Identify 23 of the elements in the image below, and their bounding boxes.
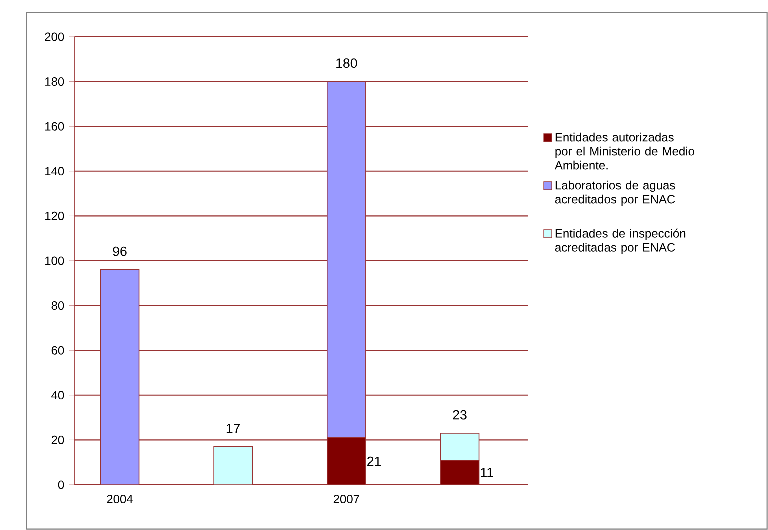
y-tick-label: 60 (52, 346, 64, 355)
y-tick-label: 80 (52, 302, 64, 310)
bar (214, 446, 253, 486)
y-tick-label: 180 (46, 78, 64, 86)
total-label: 180 (336, 58, 358, 68)
y-tick-label: 140 (46, 167, 64, 176)
legend-label: Entidades de inspección acreditadas por ENAC (555, 228, 686, 254)
y-tick-label: 200 (45, 32, 64, 42)
y-tick-label: 20 (52, 436, 64, 444)
x-tick-label: 2007 (334, 495, 360, 504)
legend-label: Laboratorios de aguas acreditados por ENAC (555, 180, 676, 206)
total-label: 96 (113, 246, 127, 256)
total-label: 17 (226, 424, 240, 434)
legend-label: Entidades autorizadas por el Ministerio de Medio Ambiente. (554, 132, 694, 170)
total-label: 23 (453, 410, 467, 420)
data-label: 11 (481, 468, 494, 478)
y-tick-label: 120 (46, 212, 64, 220)
y-tick-label: 100 (46, 256, 64, 266)
data-label: 21 (368, 456, 382, 466)
y-tick-label: 0 (58, 480, 64, 490)
y-tick-label: 160 (46, 122, 64, 131)
y-tick-label: 40 (52, 391, 64, 400)
x-tick-label: 2004 (107, 495, 133, 504)
